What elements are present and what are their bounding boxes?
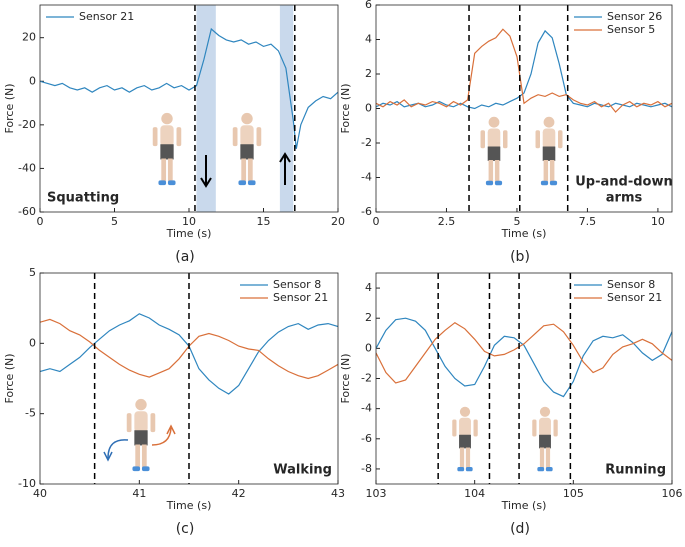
x-tick-label: 15 [257,215,271,228]
legend-label: Sensor 21 [79,10,134,23]
y-tick-label: 0 [365,102,372,115]
y-tick-label: -60 [18,205,36,218]
plot-frame [39,272,339,485]
y-tick-label: -8 [361,462,372,475]
data-line [376,317,672,398]
x-tick-label: 2.5 [438,215,456,228]
y-tick-label: -2 [361,136,372,149]
panel-label: (b) [510,249,530,265]
y-tick-label: -40 [18,161,36,174]
y-axis-label: Force (N) [3,83,16,133]
x-tick-label: 5 [111,215,118,228]
x-tick-label: 20 [331,215,345,228]
x-axis-label: Time (s) [501,227,547,240]
shaded-span [196,5,216,212]
x-tick-label: 10 [651,215,665,228]
y-tick-label: 4 [365,281,372,294]
x-tick-label: 40 [33,487,47,500]
data-line [376,28,672,113]
y-tick-label: 2 [365,67,372,80]
panel-label: (c) [176,521,195,537]
y-axis-label: Force (N) [339,83,352,133]
x-tick-label: 0 [373,215,380,228]
x-axis-label: Time (s) [166,499,212,512]
x-tick-label: 42 [232,487,246,500]
y-tick-label: -4 [361,171,372,184]
plot-frame [375,272,673,485]
y-tick-label: -6 [361,432,372,445]
y-axis-label: Force (N) [3,353,16,403]
x-tick-label: 106 [662,487,683,500]
x-axis-label: Time (s) [166,227,212,240]
x-tick-label: 103 [366,487,387,500]
legend-label: Sensor 5 [607,23,655,36]
y-tick-label: 0 [365,341,372,354]
panel-label: (a) [175,249,195,265]
plot-area [376,5,672,212]
x-tick-label: 0 [37,215,44,228]
annotation: Up-and-down [575,175,673,190]
y-tick-label: 0 [29,74,36,87]
x-tick-label: 10 [182,215,196,228]
x-tick-label: 5 [513,215,520,228]
legend-label: Sensor 21 [607,291,662,304]
legend-label: Sensor 8 [273,278,321,291]
x-tick-label: 105 [563,487,584,500]
y-tick-label: -4 [361,402,372,415]
y-tick-label: 2 [365,311,372,324]
y-axis-label: Force (N) [339,353,352,403]
annotation: Squatting [47,191,119,206]
annotation: arms [606,191,643,206]
data-line [376,321,672,384]
data-line [40,27,338,149]
y-tick-label: 4 [365,33,372,46]
plot-area [376,273,672,484]
legend-label: Sensor 21 [273,291,328,304]
y-tick-label: 6 [365,0,372,11]
x-tick-label: 7.5 [579,215,597,228]
y-tick-label: -20 [18,118,36,131]
y-tick-label: -5 [25,407,36,420]
x-tick-label: 104 [464,487,485,500]
y-tick-label: -2 [361,372,372,385]
annotation: Running [605,463,666,478]
illustrations [103,112,563,472]
annotation: Walking [273,463,332,478]
legend-label: Sensor 8 [607,278,655,291]
y-tick-label: -6 [361,205,372,218]
y-tick-label: -10 [18,477,36,490]
x-axis-label: Time (s) [501,499,547,512]
y-tick-label: 5 [29,266,36,279]
panel-label: (d) [510,521,530,537]
plot-frame [375,4,673,213]
legend-label: Sensor 26 [607,10,662,23]
plot-frame [39,4,339,213]
y-tick-label: 20 [22,31,36,44]
panel: -60 -40 -20 0 20 0 5 10 15 20 Sensor 21 Squatting Ti… [3,4,345,265]
x-tick-label: 43 [331,487,345,500]
x-tick-label: 41 [132,487,146,500]
y-tick-label: 0 [29,336,36,349]
